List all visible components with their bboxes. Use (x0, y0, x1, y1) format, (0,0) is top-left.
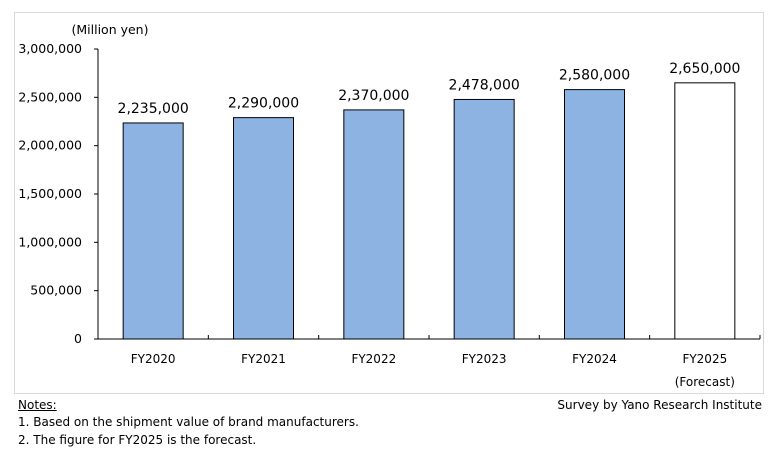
x-tick-label: FY2022 (351, 352, 396, 366)
note-item-1: 1. Based on the shipment value of brand … (18, 415, 359, 429)
bar-fy2022 (343, 109, 405, 340)
bar-fy2024 (564, 89, 625, 340)
bar-chart: (Million yen) 0 500,000 1,000,000 1,500,000… (18, 22, 761, 389)
y-tick-label: 500,000 (30, 283, 82, 298)
x-tick-label: FY2025 (682, 352, 727, 366)
y-tick-label: 2,000,000 (18, 138, 82, 153)
note-item-2: 2. The figure for FY2025 is the forecast… (18, 433, 257, 447)
data-label: 2,235,000 (118, 101, 189, 117)
x-tick-label: FY2020 (131, 352, 176, 366)
data-label: 2,478,000 (449, 77, 520, 93)
bar-fy2023 (453, 98, 515, 340)
y-tick-label: 2,500,000 (18, 89, 82, 104)
y-axis-unit-label: (Million yen) (72, 22, 149, 37)
chart-frame (14, 12, 764, 394)
x-tick-label: FY2023 (462, 352, 507, 366)
data-label: 2,290,000 (228, 96, 299, 112)
y-tick-label: 0 (74, 331, 82, 346)
y-tick-label: 1,500,000 (18, 186, 82, 201)
data-label: 2,370,000 (338, 88, 409, 104)
y-tick-label: 3,000,000 (18, 41, 82, 56)
x-tick-label: FY2024 (572, 352, 617, 366)
data-label: 2,580,000 (559, 68, 630, 84)
notes-heading: Notes: (18, 398, 57, 412)
bar-fy2020 (122, 122, 184, 340)
source-credit: Survey by Yano Research Institute (557, 398, 762, 412)
bar-fy2025 (674, 82, 736, 340)
bar-fy2021 (233, 117, 294, 340)
y-tick-label: 1,000,000 (18, 234, 82, 249)
x-tick-sublabel: (Forecast) (675, 375, 735, 389)
x-tick-label: FY2021 (241, 352, 286, 366)
data-label: 2,650,000 (669, 61, 740, 77)
